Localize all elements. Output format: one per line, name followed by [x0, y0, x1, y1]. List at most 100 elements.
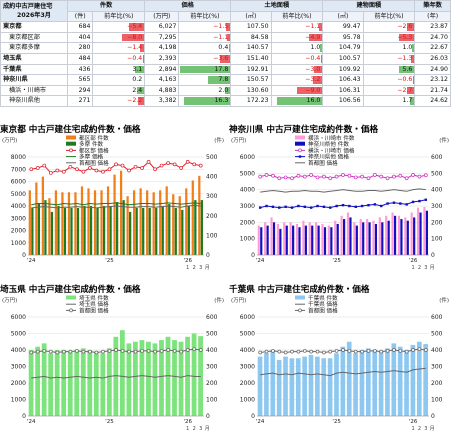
chart-tokyo-panel: 東京都 中古戸建住宅成約件数・価格 (万円) (件) 0 1000 2000 3000 40…: [0, 123, 226, 273]
line-point: [380, 204, 383, 208]
month-mark: 月: [205, 265, 210, 271]
line-point: [341, 348, 345, 352]
x-tick-label: '25: [105, 258, 114, 264]
x-tick-label: '24: [27, 419, 36, 425]
line-point: [373, 173, 377, 177]
floor-cell-value: 99.47: [342, 23, 361, 31]
floor-cell: 95.78: [322, 31, 364, 44]
bar-0: [133, 341, 138, 416]
bar-0: [165, 186, 168, 255]
month-mark: 月: [205, 426, 210, 432]
count_yoy-cell-value: −5.4: [127, 23, 143, 31]
right-tick-label: 500: [206, 154, 218, 161]
line-point: [192, 162, 197, 167]
floor_yoy-cell-value: −5.3: [397, 33, 413, 41]
chart-title: 千葉県 中古戸建住宅成約件数・価格: [229, 285, 370, 295]
line-point: [35, 166, 40, 170]
bar-1: [70, 207, 73, 255]
price_yoy-cell-value: −3.6: [213, 54, 229, 62]
land_yoy-cell: −9.0: [270, 84, 324, 97]
chart-saitama: (万円) (件) 0 1000 2000 3000 4000 5000 6000 0 100 200 3…: [2, 295, 224, 432]
left-tick-label: 5000: [240, 170, 255, 177]
legend-label: 横浜・川崎市 価格: [308, 146, 355, 154]
legend-label: 首都圏 価格: [308, 159, 338, 167]
line-point: [309, 173, 313, 177]
region-cell: 横浜・川崎市: [0, 84, 68, 97]
legend-marker: [298, 308, 302, 313]
floor_yoy-cell-value: 5.6: [402, 65, 413, 73]
line-point: [35, 349, 40, 354]
line-point: [322, 174, 326, 179]
line-point: [309, 206, 313, 209]
bar-1: [96, 207, 99, 255]
right-axis-unit: (件): [214, 136, 224, 144]
bar-0: [146, 341, 151, 416]
line-point: [185, 348, 190, 352]
col-land: 土地面積: [230, 0, 324, 12]
bar-0: [276, 223, 279, 255]
bar-1: [31, 207, 34, 255]
floor_yoy-cell-value: −2.6: [397, 23, 413, 31]
count-cell-value: 484: [78, 54, 91, 62]
bar-0: [410, 345, 416, 416]
line-point: [404, 349, 409, 354]
floor-cell-value: 109.92: [338, 65, 361, 73]
age-cell-value: 24.70: [430, 33, 448, 41]
line-point: [81, 169, 86, 174]
line-point: [392, 174, 396, 179]
bar-1: [63, 207, 67, 255]
table-row: 東京都区部 404 −8.0 7,295 −1.1 84.58 −4.9 95.78 −5.3 2…: [0, 31, 451, 44]
floor_yoy-cell: −0.6: [362, 74, 416, 86]
table-title-cell: 成約中古戸建住宅 2026年3月: [0, 0, 68, 23]
bar-1: [50, 211, 54, 255]
bar-1: [37, 204, 41, 255]
table-row: 東京都 684 −5.4 6,027 −1.5 107.50 −1.1 99.47 −2.6 23…: [0, 21, 451, 33]
yoy-bar: [135, 65, 144, 74]
bar-1: [260, 227, 263, 255]
legend-swatch: [66, 295, 76, 300]
line-point: [198, 348, 203, 352]
right-tick-label: 400: [206, 174, 218, 181]
bar-0: [54, 190, 58, 255]
price_yoy-cell-value: 2.0: [218, 86, 229, 94]
line-point: [179, 349, 184, 354]
count_yoy-cell-value: 3.1: [132, 65, 143, 73]
price-cell-value: 2,894: [158, 65, 177, 73]
line-point: [42, 163, 47, 168]
bar-1: [285, 225, 288, 255]
bar-1: [142, 207, 145, 255]
left-axis-unit: (万円): [2, 137, 17, 144]
left-tick-label: 4000: [11, 347, 26, 354]
line-point: [68, 164, 73, 169]
line-point: [271, 205, 275, 209]
yoy-bar: [406, 86, 414, 95]
yoy-bar: [143, 76, 144, 84]
bar-1: [355, 225, 358, 255]
chart-chiba: (万円) (件) 0 1000 2000 3000 4000 5000 6000 0 100 200 3…: [231, 295, 449, 432]
bar-0: [152, 343, 158, 416]
bar-1: [374, 223, 378, 255]
line-point: [258, 350, 263, 355]
yoy-bar: [128, 23, 144, 31]
count_yoy-cell: 0.2: [92, 74, 146, 86]
legend-label: 都区部 件数: [79, 135, 109, 142]
land-cell: 192.91: [230, 63, 272, 76]
yoy-floor: 前年比(%): [362, 10, 416, 23]
line-series-2: [260, 188, 426, 193]
line-point: [417, 174, 422, 179]
bar-0: [334, 353, 339, 416]
floor-cell: 109.92: [322, 63, 364, 76]
line-point: [94, 168, 99, 173]
legend-label: 首都圏 価格: [79, 306, 109, 314]
left-tick-label: 6000: [240, 314, 255, 321]
bar-0: [54, 350, 60, 416]
land_yoy-cell-value: 1.0: [310, 44, 321, 52]
line-point: [42, 348, 47, 353]
line-point: [172, 348, 177, 353]
month-mark: 2: [193, 265, 196, 271]
bar-0: [365, 348, 371, 416]
line-point: [101, 169, 105, 174]
floor_yoy-cell-value: −2.7: [397, 86, 413, 94]
x-tick-label: '26: [409, 258, 418, 264]
bar-0: [378, 217, 381, 255]
